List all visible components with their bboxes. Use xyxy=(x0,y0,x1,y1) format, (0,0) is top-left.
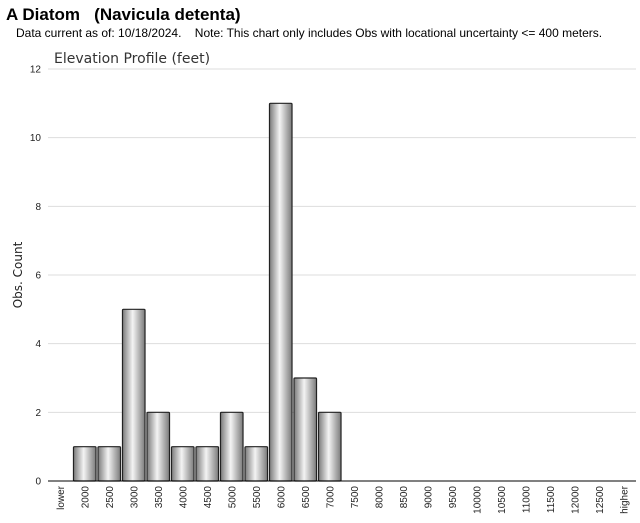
y-tick-label: 8 xyxy=(35,202,41,213)
bar-2500 xyxy=(97,446,122,482)
bar-5500 xyxy=(244,446,269,482)
bars xyxy=(72,102,342,482)
bar-4500 xyxy=(195,446,220,482)
y-tick-label: 2 xyxy=(35,408,41,419)
y-tick-label: 6 xyxy=(35,271,41,282)
x-tick-label: 4500 xyxy=(203,486,214,509)
x-tick-label: higher xyxy=(619,485,630,513)
bar-4000 xyxy=(170,446,195,482)
x-tick-label: 3500 xyxy=(154,486,165,509)
x-tick-label: 6000 xyxy=(276,486,287,509)
y-tick-label: 12 xyxy=(30,65,42,76)
x-tick-label: 5500 xyxy=(252,486,263,509)
x-tick-label: 7500 xyxy=(350,486,361,509)
y-tick-label: 4 xyxy=(35,339,41,350)
y-axis-label: Obs. Count xyxy=(11,241,25,308)
x-tick-label: 11500 xyxy=(546,486,557,514)
x-tick-label: 10500 xyxy=(497,486,508,514)
x-tick-label: 9500 xyxy=(448,486,459,509)
x-tick-label: 10000 xyxy=(472,486,483,514)
x-tick-label: lower xyxy=(56,485,67,510)
grid-lines xyxy=(48,68,636,413)
data-note: Data current as of: 10/18/2024. Note: Th… xyxy=(16,26,603,40)
axes: 0 2 4 6 8 10 12 lower 2000 2500 3000 3500 4000 4500 50… xyxy=(30,65,636,514)
bar-6000 xyxy=(268,102,293,482)
bar-6500 xyxy=(293,377,318,482)
x-tick-label: 6500 xyxy=(301,486,312,509)
x-tick-label: 9000 xyxy=(423,486,434,509)
bar-5000 xyxy=(219,411,244,482)
x-tick-label: 8500 xyxy=(399,486,410,509)
x-tick-label: 7000 xyxy=(325,486,336,509)
x-tick-label: 2000 xyxy=(80,486,91,509)
x-tick-label: 12000 xyxy=(570,486,581,514)
x-tick-label: 2500 xyxy=(105,486,116,509)
x-tick-label: 4000 xyxy=(178,486,189,509)
x-tick-label: 8000 xyxy=(374,486,385,509)
x-tick-label: 5000 xyxy=(227,486,238,509)
y-tick-label: 0 xyxy=(35,477,41,488)
bar-3000 xyxy=(121,308,146,482)
bar-7000 xyxy=(317,411,342,482)
bar-3500 xyxy=(146,411,171,482)
x-tick-label: 3000 xyxy=(129,486,140,509)
x-tick-label: 12500 xyxy=(595,486,606,514)
page-title: A Diatom (Navicula detenta) xyxy=(6,5,241,24)
y-tick-label: 10 xyxy=(30,133,42,144)
bar-2000 xyxy=(72,446,97,482)
x-tick-label: 11000 xyxy=(521,486,532,514)
chart-title: Elevation Profile (feet) xyxy=(54,51,210,67)
